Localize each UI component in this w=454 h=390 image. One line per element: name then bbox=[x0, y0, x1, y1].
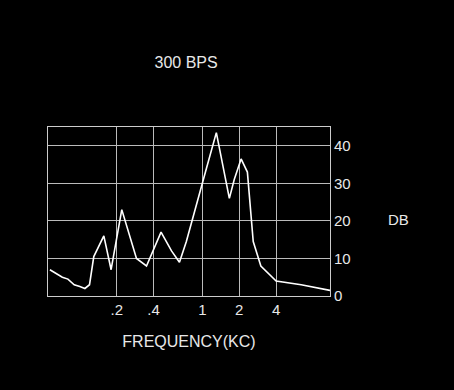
svg-text:10: 10 bbox=[334, 250, 351, 267]
svg-text:0: 0 bbox=[334, 287, 342, 304]
svg-text:2: 2 bbox=[235, 301, 243, 318]
svg-text:20: 20 bbox=[334, 212, 351, 229]
svg-text:30: 30 bbox=[334, 175, 351, 192]
svg-text:.2: .2 bbox=[110, 301, 123, 318]
svg-text:DB: DB bbox=[388, 211, 409, 228]
svg-text:300 BPS: 300 BPS bbox=[155, 54, 218, 71]
svg-text:.4: .4 bbox=[147, 301, 160, 318]
svg-text:4: 4 bbox=[272, 301, 280, 318]
svg-text:40: 40 bbox=[334, 137, 351, 154]
svg-text:FREQUENCY(KC): FREQUENCY(KC) bbox=[122, 333, 255, 350]
svg-text:1: 1 bbox=[198, 301, 206, 318]
